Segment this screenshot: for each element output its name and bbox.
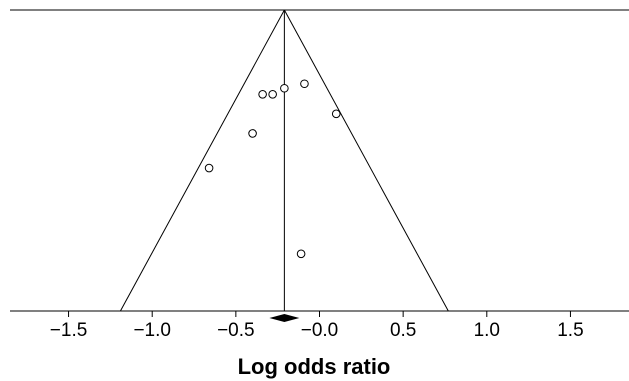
study-point	[204, 163, 214, 173]
x-tick-label: 1.5	[557, 320, 583, 341]
study-point	[296, 249, 306, 259]
funnel-right-line	[283, 9, 449, 312]
x-tick-label: −0.5	[217, 320, 255, 341]
x-tick-label: −0.0	[301, 320, 339, 341]
pooled-estimate-diamond	[269, 314, 300, 322]
study-points	[204, 79, 341, 259]
x-axis-title: Log odds ratio	[238, 354, 391, 379]
study-point	[248, 129, 257, 138]
x-tick-label: −1.0	[133, 320, 171, 341]
study-point	[331, 109, 341, 119]
funnel-left-line	[119, 9, 285, 312]
x-tick-label: 0.5	[390, 320, 416, 341]
x-tick-label: 1.0	[474, 320, 500, 341]
study-point	[280, 83, 289, 93]
study-point	[268, 89, 277, 99]
funnel-lines	[119, 9, 449, 312]
x-tick-label: −1.5	[50, 320, 88, 341]
study-point	[300, 79, 309, 89]
study-point	[258, 89, 267, 99]
x-axis: −1.5 −1.0 −0.5 −0.0 0.5 1.0 1.5	[10, 310, 629, 341]
